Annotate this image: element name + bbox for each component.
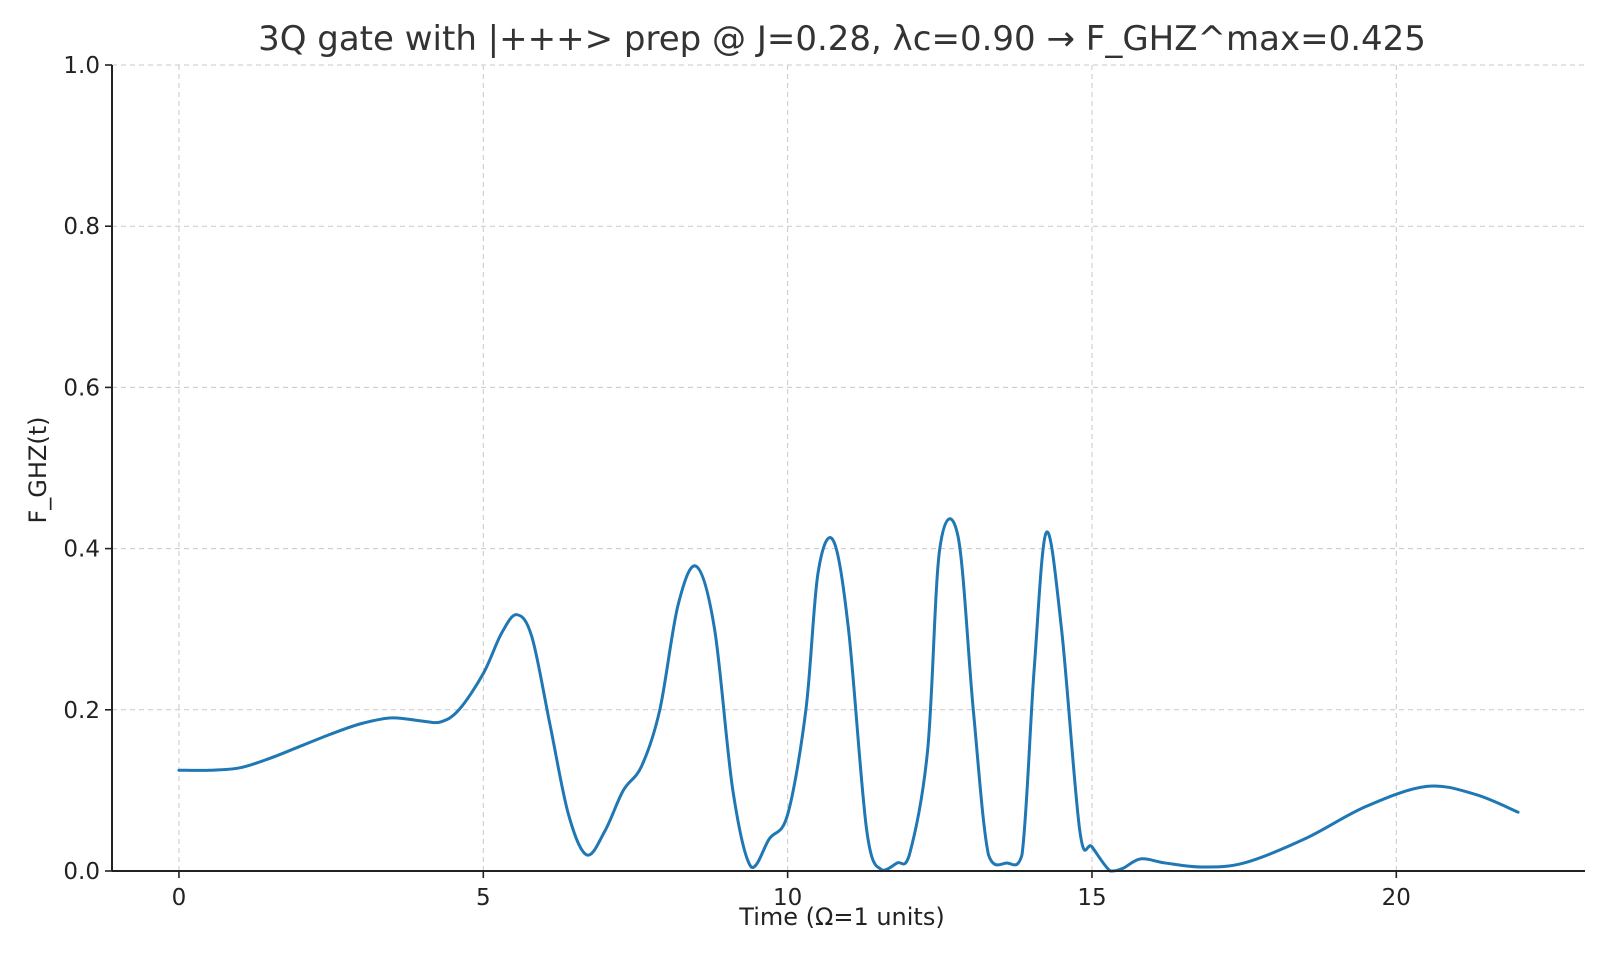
y-tick-label: 0.8 xyxy=(63,214,100,240)
y-tick-label: 1.0 xyxy=(63,53,100,79)
x-tick-label: 15 xyxy=(1077,885,1106,911)
grid xyxy=(112,64,1585,871)
x-tick-label: 5 xyxy=(476,885,491,911)
series-layer xyxy=(177,517,1520,873)
y-tick-label: 0.4 xyxy=(63,537,100,563)
x-axis-label: Time (Ω=1 units) xyxy=(738,903,944,931)
y-tick-label: 0.2 xyxy=(63,698,100,724)
chart-title: 3Q gate with |+++> prep @ J=0.28, λc=0.9… xyxy=(258,19,1426,59)
y-tick-label: 0.6 xyxy=(63,375,100,401)
series-line xyxy=(177,517,1520,873)
y-tick-label: 0.0 xyxy=(63,859,100,885)
x-tick-label: 0 xyxy=(172,885,187,911)
x-tick-label: 20 xyxy=(1382,885,1411,911)
axes xyxy=(111,65,1585,872)
x-tick-label: 10 xyxy=(773,885,802,911)
ticks: 0 5 10 15 20 0.0 0.2 0.4 0.6 0.8 1.0 xyxy=(63,53,1411,911)
y-axis-label: F_GHZ(t) xyxy=(24,416,52,523)
